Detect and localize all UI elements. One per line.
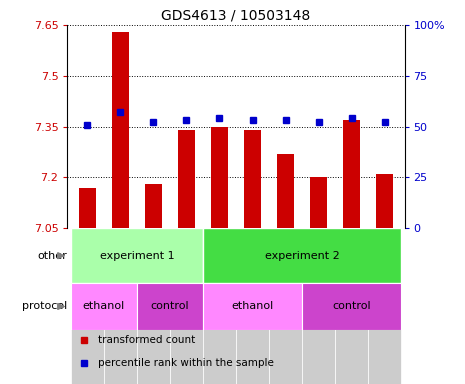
Bar (277, 154, 294, 228)
Bar (344, 120, 360, 228)
Text: experiment 2: experiment 2 (265, 251, 339, 261)
Bar (170, 228, 203, 384)
Title: GDS4613 / 10503148: GDS4613 / 10503148 (161, 8, 311, 22)
Bar (244, 130, 261, 228)
Text: protocol: protocol (21, 301, 67, 311)
Bar (137, 283, 203, 330)
Bar (211, 127, 228, 228)
Text: experiment 1: experiment 1 (100, 251, 174, 261)
Text: transformed count: transformed count (98, 335, 195, 345)
Bar (137, 228, 170, 384)
Bar (203, 283, 302, 330)
Bar (79, 187, 95, 228)
Bar (112, 32, 128, 228)
Text: control: control (151, 301, 189, 311)
Bar (377, 174, 393, 228)
Text: other: other (37, 251, 67, 261)
Bar (203, 228, 236, 384)
Bar (236, 228, 269, 384)
Bar (178, 130, 195, 228)
Bar (302, 283, 401, 330)
Bar (145, 184, 162, 228)
Text: ethanol: ethanol (83, 301, 125, 311)
Text: ethanol: ethanol (232, 301, 273, 311)
Bar (310, 177, 327, 228)
Bar (71, 228, 203, 283)
Text: control: control (332, 301, 371, 311)
Bar (269, 228, 302, 384)
Bar (335, 228, 368, 384)
Bar (104, 228, 137, 384)
Bar (71, 228, 104, 384)
Text: percentile rank within the sample: percentile rank within the sample (98, 358, 273, 368)
Bar (203, 228, 401, 283)
Bar (302, 228, 335, 384)
Bar (368, 228, 401, 384)
Bar (71, 283, 137, 330)
